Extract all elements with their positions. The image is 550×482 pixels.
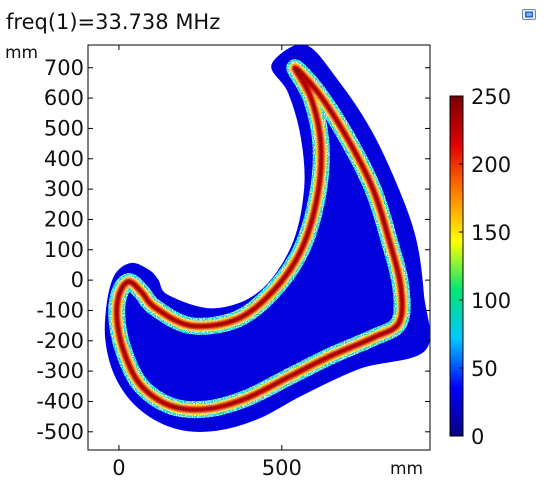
y-tick-label: 200 xyxy=(44,207,84,231)
colorbar-tick-label: 100 xyxy=(471,289,511,313)
y-tick-label: -500 xyxy=(36,420,84,444)
colorbar-tick-label: 150 xyxy=(471,221,511,245)
colorbar-tick-label: 0 xyxy=(471,425,484,449)
field-band-peak xyxy=(115,66,404,411)
y-tick-label: 400 xyxy=(44,147,84,171)
image-export-icon[interactable] xyxy=(522,9,536,20)
x-axis: 0 500 xyxy=(112,45,302,480)
y-tick-label: -100 xyxy=(36,298,84,322)
plot-title: freq(1)=33.738 MHz xyxy=(6,10,221,34)
colorbar-ticks: 250 200 150 100 50 0 xyxy=(459,85,511,449)
y-tick-label: 600 xyxy=(44,86,84,110)
colorbar xyxy=(449,95,464,437)
y-tick-label: 700 xyxy=(44,56,84,80)
y-tick-label: 300 xyxy=(44,177,84,201)
y-tick-label: 500 xyxy=(44,116,84,140)
y-tick-label: -200 xyxy=(36,329,84,353)
x-tick-label: 0 xyxy=(112,456,125,480)
colorbar-tick-label: 50 xyxy=(471,357,498,381)
y-tick-label: 100 xyxy=(44,238,84,262)
y-tick-label: -300 xyxy=(36,359,84,383)
colorbar-tick-label: 250 xyxy=(471,85,511,109)
colorbar-tick-label: 200 xyxy=(471,153,511,177)
y-axis: 700 600 500 400 300 200 100 0 -100 -200 -300 -400 -5… xyxy=(36,56,430,444)
y-axis-label: mm xyxy=(5,43,38,63)
x-axis-label: mm xyxy=(390,459,423,479)
x-tick-label: 500 xyxy=(262,456,302,480)
y-tick-label: -400 xyxy=(36,389,84,413)
y-tick-label: 0 xyxy=(71,268,84,292)
